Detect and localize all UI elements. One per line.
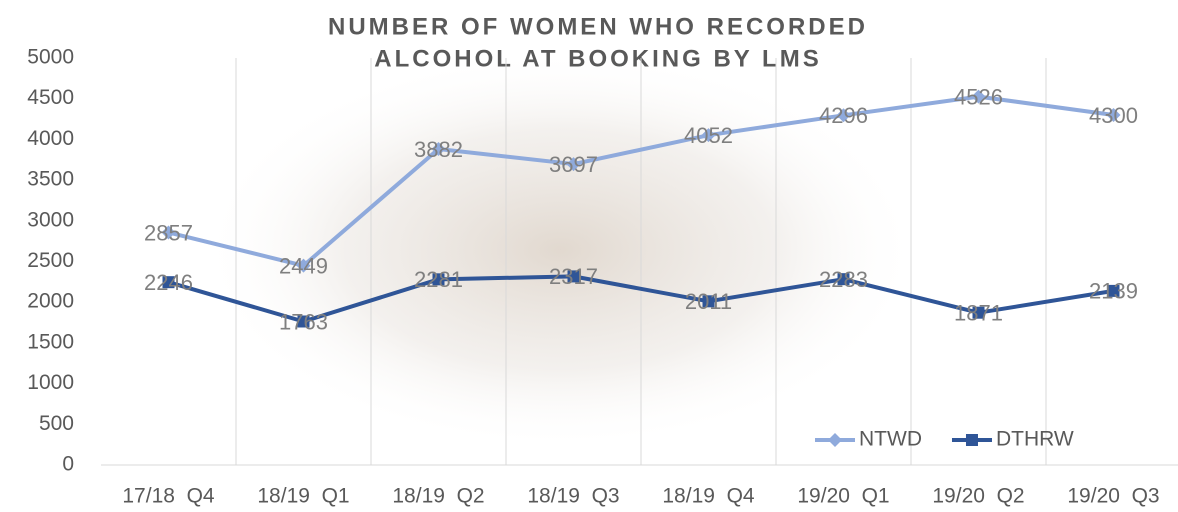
marker [432,273,445,286]
marker [431,142,446,157]
marker [566,157,581,172]
marker [1107,284,1120,297]
data-label: 2449 [279,253,328,278]
line [168,94,1114,268]
x-tick-label: 18/19 Q4 [662,485,755,508]
marker [567,270,580,283]
y-tick-label: 4500 [27,86,74,109]
legend-label: NTWD [859,428,922,451]
marker [965,434,978,446]
data-label: 4526 [954,84,1003,109]
data-label: 2283 [819,267,868,292]
data-label: 2139 [1089,279,1138,304]
data-label: 2857 [144,220,193,245]
marker [702,295,715,308]
x-tick-label: 18/19 Q2 [392,485,484,508]
y-tick-label: 500 [39,412,74,435]
data-label: 3882 [414,137,463,162]
x-tick-label: 18/19 Q1 [257,485,349,508]
marker [162,276,175,289]
data-label: 2281 [414,267,463,292]
x-tick-label: 17/18 Q4 [122,485,215,508]
marker [1106,107,1121,122]
x-tick-label: 19/20 Q3 [1067,485,1159,508]
line [167,274,1114,324]
legend-label: DTHRW [996,428,1074,451]
data-label: 1871 [954,301,1003,326]
data-label: 2011 [685,289,732,314]
marker [836,108,851,123]
series: 2857 2449 3882 3697 4052 4296 4526 4300 [144,84,1138,278]
data-label: 4296 [819,103,868,128]
data-label: 3697 [549,152,598,177]
data-label: 4300 [1089,103,1138,128]
chart-title: ALCOHOL AT BOOKING BY LMS [374,45,821,72]
marker [972,306,985,319]
x-tick-label: 19/20 Q1 [797,485,889,508]
y-tick-label: 3500 [27,168,74,191]
marker [971,89,986,104]
x-tick-label: 18/19 Q3 [527,485,619,508]
marker [161,225,176,240]
data-label: 4052 [684,123,733,148]
data-label: 1763 [279,309,328,334]
series: 2246 1763 2281 2317 2011 2283 1871 2139 [144,264,1138,334]
y-tick-label: 0 [62,453,74,476]
y-tick-label: 1000 [27,371,74,394]
background-image [200,50,920,450]
y-tick-label: 1500 [27,330,74,353]
y-tick-label: 5000 [27,46,74,69]
data-label: 2317 [549,264,598,289]
marker [296,258,311,273]
marker [828,433,842,447]
marker [837,273,850,286]
data-label: 2246 [144,270,193,295]
marker [297,315,310,328]
y-tick-label: 2000 [27,290,74,313]
marker [701,128,716,143]
chart-title: NUMBER OF WOMEN WHO RECORDED [328,13,868,40]
y-tick-label: 3000 [27,208,74,231]
y-tick-label: 4000 [27,127,74,150]
y-tick-label: 2500 [27,249,74,272]
x-tick-label: 19/20 Q2 [932,485,1024,508]
